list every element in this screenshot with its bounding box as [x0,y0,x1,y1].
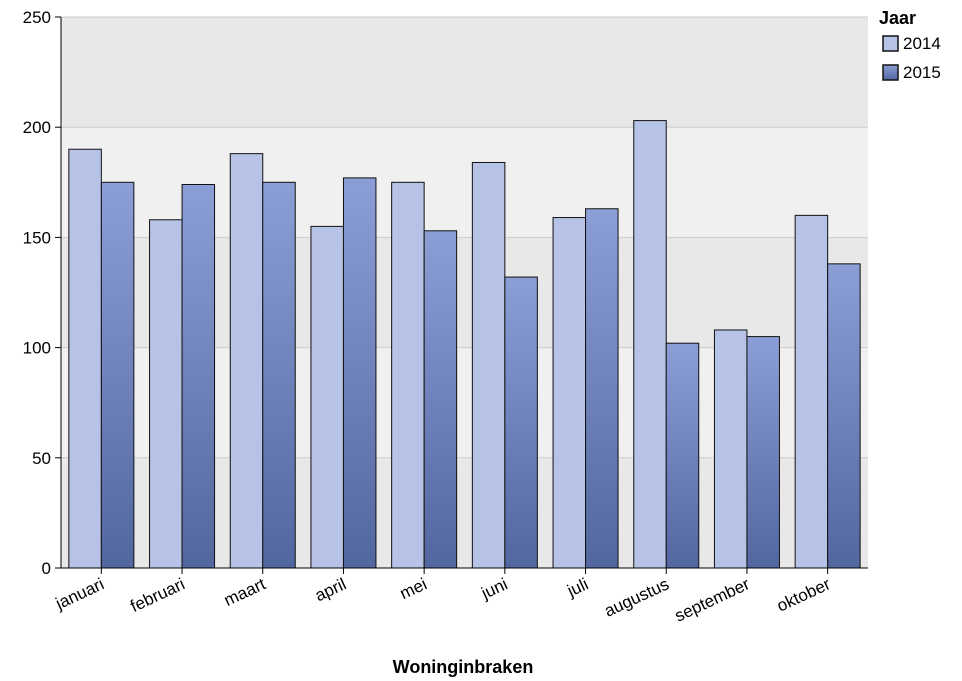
legend-swatch-2014 [882,35,899,52]
bar-2015-januari [100,181,135,569]
bar-2014-oktober [794,214,829,569]
y-tick-label: 0 [42,559,51,578]
bar-2015-februari [181,184,216,569]
x-tick-label: oktober [774,574,834,615]
x-tick-label: mei [397,574,430,603]
bars [68,120,861,569]
bar-2014-maart [229,153,264,569]
x-tick-label: augustus [601,574,672,620]
y-tick-label: 150 [23,228,51,247]
axes [55,16,868,574]
x-tick-label: juni [478,574,511,603]
x-tick-label: juli [563,574,591,600]
bar-2014-januari [68,148,102,569]
legend: Jaar 2014 2015 [879,8,941,82]
bar-2015-juni [504,276,538,569]
bar-2015-oktober [827,263,861,569]
x-tick-label: februari [127,574,187,616]
bar-2015-mei [423,230,458,569]
x-axis-title: Woninginbraken [393,657,534,677]
x-tick-label: januari [52,574,107,613]
bar-2014-juni [471,161,506,569]
bar-2015-juli [585,208,619,569]
bar-2014-februari [149,219,183,569]
background-band [61,17,868,128]
bar-2015-september [746,336,780,569]
x-tick-label: september [672,574,753,625]
legend-label-2014: 2014 [903,34,941,53]
x-tick-labels: januari februari maart april mei juni juli augu… [52,574,834,625]
x-tick-label: maart [221,574,269,610]
bar-2014-juli [552,217,587,569]
y-tick-labels: 0 50 100 150 200 250 [23,8,51,578]
bar-2014-september [713,329,748,569]
bar-2015-maart [262,181,296,569]
bar-2015-april [342,177,377,569]
y-tick-label: 50 [32,449,51,468]
y-tick-label: 250 [23,8,51,27]
bar-2015-augustus [665,342,700,569]
bar-2014-april [310,225,344,569]
y-tick-label: 200 [23,118,51,137]
bar-2014-augustus [633,120,667,569]
bar-2014-mei [391,181,425,569]
y-tick-label: 100 [23,339,51,358]
legend-label-2015: 2015 [903,63,941,82]
legend-title: Jaar [879,8,916,28]
legend-swatch-2015 [882,64,899,81]
x-tick-label: april [312,574,349,605]
